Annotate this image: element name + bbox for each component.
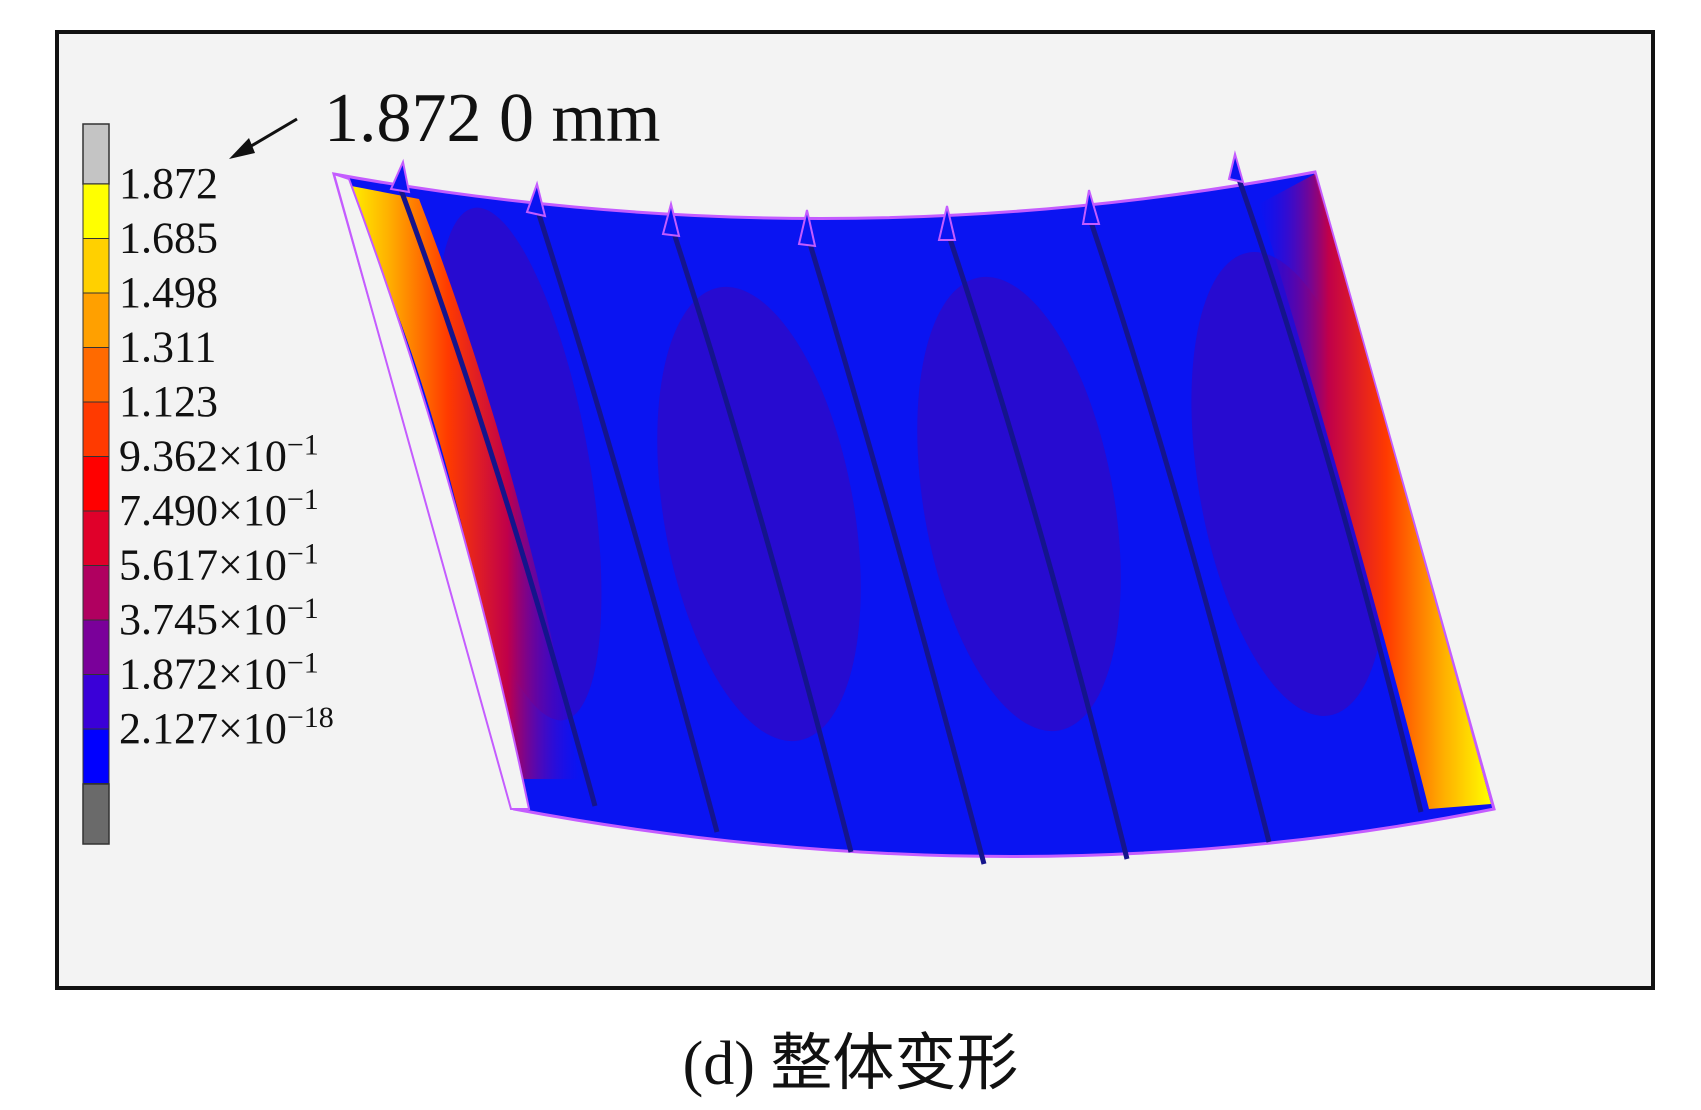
legend-band bbox=[82, 183, 110, 239]
stiffener-4 bbox=[804, 233, 987, 865]
legend-label: 1.872 bbox=[119, 159, 218, 208]
legend-band bbox=[82, 565, 110, 621]
figure-caption: (d) 整体变形 bbox=[682, 1030, 1019, 1098]
stiffener-tips bbox=[389, 150, 1245, 248]
left-side-plate bbox=[332, 172, 531, 810]
curved-panel bbox=[331, 150, 1496, 865]
legend-top-cap bbox=[82, 123, 110, 185]
deformation-plot: 1.872 1.685 1.498 1.311 1.1239.362×10−17.490… bbox=[82, 80, 1496, 865]
legend-band bbox=[82, 401, 110, 457]
legend-band bbox=[82, 510, 110, 566]
stiffener-3 bbox=[668, 223, 854, 853]
legend-label: 7.490×10−1 bbox=[119, 483, 319, 535]
stiffener-6 bbox=[1086, 215, 1272, 843]
color-legend: 1.872 1.685 1.498 1.311 1.1239.362×10−17.490… bbox=[82, 123, 334, 845]
legend-band bbox=[82, 347, 110, 403]
contour-low-3 bbox=[917, 276, 1121, 732]
max-deformation-annotation: 1.872 0 mm bbox=[324, 80, 660, 157]
legend-label: 3.745×10−1 bbox=[119, 592, 319, 644]
legend-label: 1.123 bbox=[119, 377, 218, 426]
legend-label: 1.872×10−1 bbox=[119, 647, 319, 699]
legend-band bbox=[82, 456, 110, 512]
legend-label: 1.311 bbox=[119, 323, 216, 372]
stiffener-1 bbox=[394, 178, 598, 807]
stiffener-5 bbox=[944, 229, 1130, 860]
plot-frame: 1.872 1.685 1.498 1.311 1.123 9.362×10−1 7.490… bbox=[55, 30, 1655, 990]
right-hot-zone bbox=[1259, 174, 1491, 809]
legend-labels: 1.872 1.685 1.498 1.311 1.1239.362×10−17.490… bbox=[119, 159, 334, 753]
legend-band bbox=[82, 728, 110, 784]
legend-band bbox=[82, 619, 110, 675]
legend-band bbox=[82, 674, 110, 730]
legend-bottom-cap bbox=[82, 783, 110, 845]
legend-label: 5.617×10−1 bbox=[119, 538, 319, 590]
legend-band bbox=[82, 292, 110, 348]
left-hot-zone bbox=[341, 184, 579, 779]
contour-low-1 bbox=[436, 207, 602, 721]
legend-band bbox=[82, 238, 110, 294]
legend-label: 1.685 bbox=[119, 214, 218, 263]
legend-bands bbox=[82, 183, 110, 784]
legend-label: 1.498 bbox=[119, 268, 218, 317]
annotation-arrow bbox=[229, 117, 298, 159]
stiffener-7 bbox=[1232, 167, 1424, 813]
legend-label: 2.127×10−18 bbox=[119, 701, 334, 753]
stiffener-2 bbox=[532, 201, 720, 833]
legend-label: 9.362×10−1 bbox=[119, 429, 319, 481]
stiffeners bbox=[394, 167, 1424, 865]
